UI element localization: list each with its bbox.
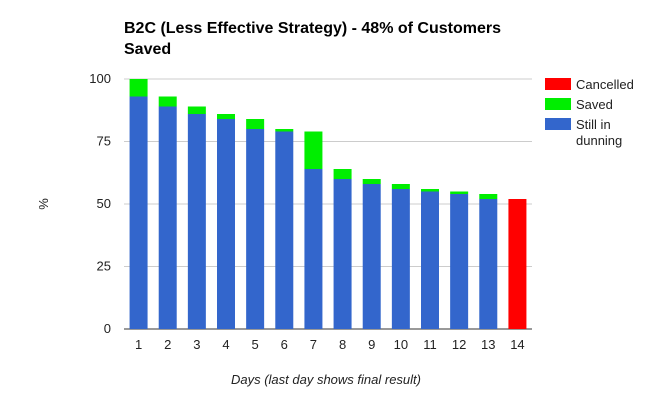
bar-segment [304,169,323,329]
bar-segment [217,119,235,329]
x-tick-label: 6 [281,337,288,352]
bar-segment [508,199,527,329]
bar-segment [275,131,294,329]
y-tick-label: 25 [97,259,111,274]
x-tick-label: 14 [510,337,524,352]
x-tick-label: 2 [164,337,171,352]
bar-segment [129,79,148,97]
bar-segment [391,189,410,329]
bars [129,79,527,329]
legend-label: Cancelled [576,77,634,92]
bar-segment [246,129,265,329]
x-tick-label: 9 [368,337,375,352]
x-tick-label: 8 [339,337,346,352]
bar-segment [479,199,498,329]
bar-segment [450,191,469,194]
y-tick-label: 0 [104,321,111,336]
bar-segment [333,169,352,179]
bar-segment [129,96,148,329]
y-tick-labels: 0 25 50 75 100 [89,71,111,336]
bar-segment [246,119,265,129]
gridlines [124,78,532,330]
bar-segment [362,184,381,329]
legend-label: Saved [576,97,613,112]
x-tick-labels: 1 2 3 4 5 6 7 8 9 10 11 12 13 14 [135,337,525,352]
x-tick-label: 7 [310,337,317,352]
bar-segment [187,114,206,329]
bar-segment [187,106,206,114]
legend-swatch [545,98,571,110]
x-tick-label: 1 [135,337,142,352]
bar-segment [391,184,410,189]
bar-segment [158,106,177,329]
bar-segment [275,129,294,132]
bar-segment [304,131,323,169]
bar-segment [217,114,235,119]
y-axis-label: % [36,198,51,210]
x-tick-label: 12 [452,337,466,352]
bar-segment [333,179,352,329]
bar-segment [158,96,177,107]
legend-swatch [545,118,571,130]
bar-segment [362,179,381,184]
bar-segment [421,189,439,192]
y-tick-label: 75 [97,134,111,149]
bar-segment [421,191,439,329]
x-axis-label: Days (last day shows final result) [231,372,421,387]
legend-swatch [545,78,571,90]
legend-label: Still in dunning [576,117,622,148]
chart-title: B2C (Less Effective Strategy) - 48% of C… [124,20,501,58]
legend: Cancelled Saved Still in dunning [545,77,634,148]
bar-segment [450,194,469,329]
x-tick-label: 5 [252,337,259,352]
y-tick-label: 50 [97,196,111,211]
x-tick-label: 13 [481,337,495,352]
x-tick-label: 11 [423,337,437,352]
y-tick-label: 100 [89,71,111,86]
x-tick-label: 3 [193,337,200,352]
bar-segment [479,194,498,199]
x-tick-label: 4 [222,337,229,352]
x-tick-label: 10 [394,337,408,352]
